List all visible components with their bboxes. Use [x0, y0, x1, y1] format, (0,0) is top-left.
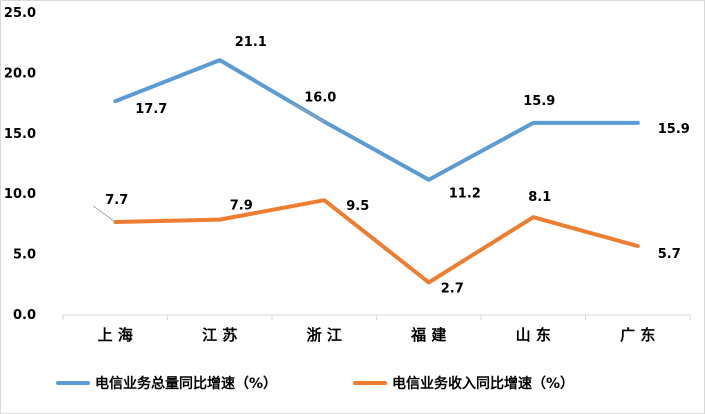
y-tick-label: 0.0	[13, 308, 36, 323]
data-label: 8.1	[528, 190, 551, 205]
series-line-1	[113, 58, 640, 182]
data-label: 7.7	[105, 193, 128, 208]
x-category-label: 浙 江	[307, 326, 342, 344]
y-tick-label: 20.0	[4, 66, 36, 81]
y-tick-label: 10.0	[4, 187, 36, 202]
series-group	[113, 58, 640, 285]
data-label: 9.5	[346, 199, 369, 214]
series-line-2	[113, 198, 640, 285]
data-label: 11.2	[449, 187, 481, 202]
data-label: 16.0	[304, 91, 336, 106]
data-label: 15.9	[658, 122, 690, 137]
label-leader-line	[292, 103, 325, 123]
label-leader-line	[92, 205, 116, 223]
x-category-label: 山 东	[516, 326, 551, 344]
y-tick-label: 25.0	[4, 6, 36, 21]
data-label: 5.7	[658, 247, 681, 262]
legend-label-2: 电信业务收入同比增速（%）	[392, 375, 574, 392]
data-label: 17.7	[135, 102, 167, 117]
data-label: 15.9	[523, 94, 555, 109]
x-category-label: 江 苏	[202, 326, 237, 344]
x-category-label: 福 建	[410, 326, 447, 344]
data-label: 2.7	[441, 281, 464, 296]
data-labels: 17.7 21.1 16.0 11.2 15.9 15.9 7.7 7.9 9.5 2.7 8.1 5…	[92, 35, 690, 296]
legend: 电信业务总量同比增速（%） 电信业务收入同比增速（%）	[56, 375, 574, 392]
y-tick-label: 15.0	[4, 127, 36, 142]
data-label: 21.1	[235, 35, 267, 50]
x-category-label: 上 海	[98, 326, 133, 344]
data-label: 7.9	[230, 199, 253, 214]
x-axis: 上 海江 苏浙 江福 建山 东广 东	[62, 314, 691, 344]
x-category-label: 广 东	[620, 326, 655, 344]
y-tick-label: 5.0	[13, 248, 36, 263]
legend-label-1: 电信业务总量同比增速（%）	[95, 375, 277, 392]
y-axis: 0.0 5.0 10.0 15.0 20.0 25.0	[4, 6, 36, 323]
